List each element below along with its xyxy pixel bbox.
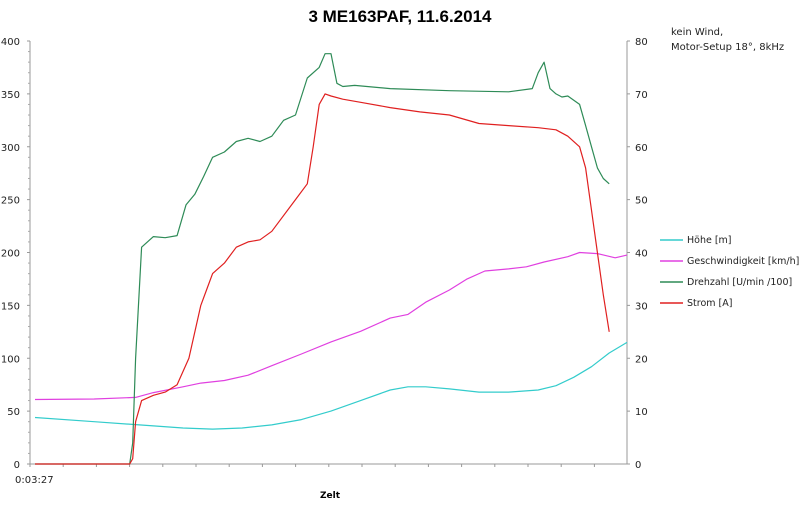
left-tick-label: 400: [1, 37, 20, 48]
chart-note-line-1: kein Wind,: [671, 27, 723, 38]
left-tick-label: 250: [1, 196, 20, 207]
series-line-geschwindigkeit-km-h: [34, 251, 628, 401]
chart-title: 3 ME163PAF, 11.6.2014: [308, 7, 492, 26]
legend-label: Drehzahl [U/min /100]: [687, 277, 792, 288]
right-tick-label: 40: [635, 249, 648, 260]
legend-label: Strom [A]: [687, 298, 732, 309]
right-tick-label: 60: [635, 143, 648, 154]
left-tick-label: 350: [1, 90, 20, 101]
series-line-h-he-m: [34, 341, 628, 430]
left-tick-label: 300: [1, 143, 20, 154]
x-tick-label: 0:03:27: [15, 475, 54, 486]
chart-note-line-2: Motor-Setup 18°, 8kHz: [671, 42, 784, 53]
legend: Höhe [m] Geschwindigkeit [km/h] Drehzahl […: [660, 235, 799, 309]
legend-label: Geschwindigkeit [km/h]: [687, 256, 799, 267]
left-tick-label: 100: [1, 354, 20, 365]
right-tick-label: 50: [635, 196, 648, 207]
right-tick-label: 20: [635, 354, 648, 365]
right-tick-label: 70: [635, 90, 648, 101]
right-tick-label: 30: [635, 301, 648, 312]
right-tick-label: 80: [635, 37, 648, 48]
x-axis-label: Zelt: [320, 491, 341, 501]
left-y-axis: 0 50 100 150 200 250 300 350 400: [1, 37, 31, 471]
left-tick-label: 150: [1, 301, 20, 312]
right-y-axis: 0 10 20 30 40 50 60 70 80: [626, 37, 648, 471]
right-tick-label: 10: [635, 407, 648, 418]
right-tick-label: 0: [635, 460, 641, 471]
series-line-strom-a: [35, 93, 610, 465]
plot-area: [34, 53, 628, 465]
series-line-drehzahl-u-min-100: [35, 53, 610, 465]
legend-label: Höhe [m]: [687, 235, 732, 246]
left-tick-label: 0: [14, 460, 20, 471]
left-tick-label: 50: [7, 407, 20, 418]
left-tick-label: 200: [1, 249, 20, 260]
